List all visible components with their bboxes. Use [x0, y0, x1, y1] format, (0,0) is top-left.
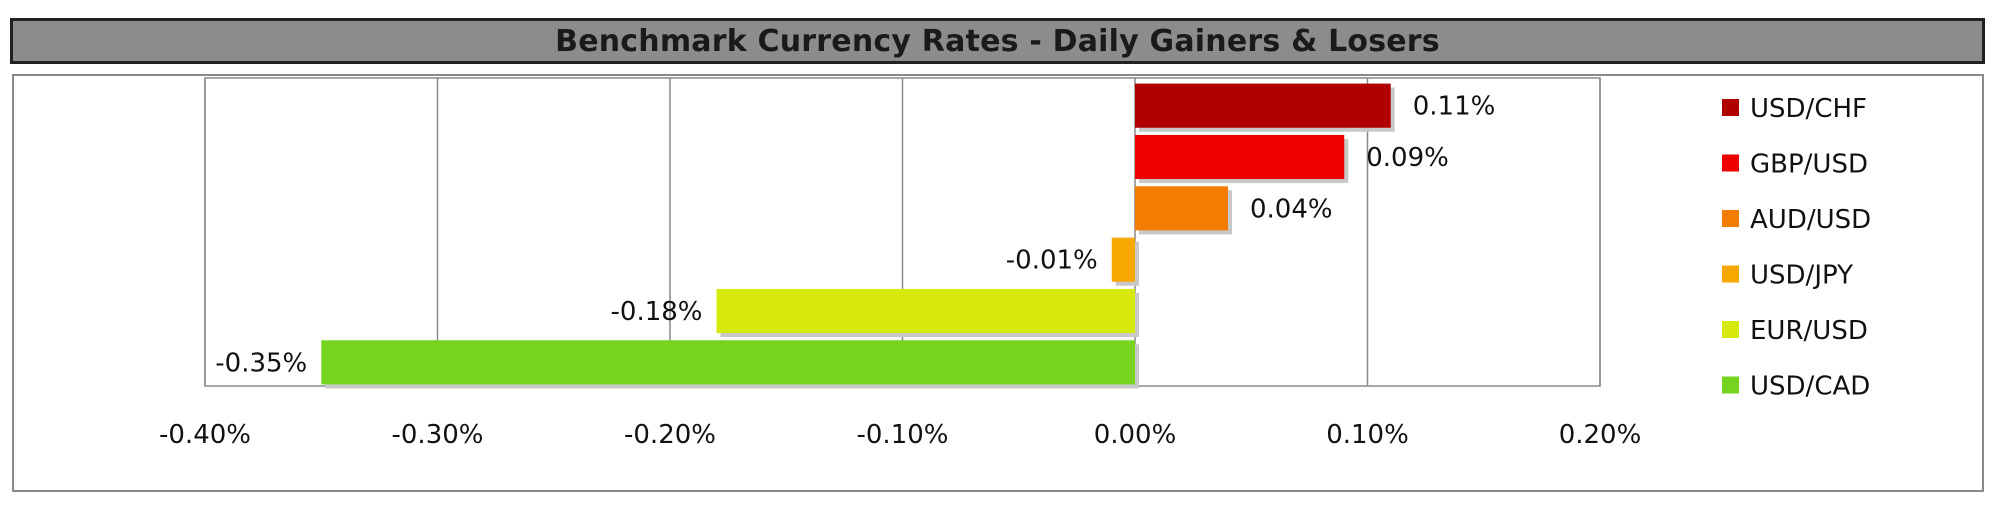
legend-swatch	[1722, 210, 1739, 227]
chart-title: Benchmark Currency Rates - Daily Gainers…	[555, 23, 1440, 59]
bar-aud-usd	[1135, 186, 1228, 231]
x-tick-label: -0.20%	[624, 420, 716, 450]
x-axis-ticks: -0.40% -0.30% -0.20% -0.10% 0.00% 0.10% 0.20%	[159, 420, 1641, 450]
legend-label: USD/JPY	[1750, 261, 1853, 291]
legend-swatch	[1722, 154, 1739, 172]
x-tick-label: -0.10%	[857, 420, 949, 450]
data-label: -0.01%	[1006, 246, 1098, 276]
x-tick-label: 0.10%	[1326, 420, 1409, 450]
bars	[321, 83, 1395, 389]
legend-label: AUD/USD	[1750, 205, 1871, 235]
legend-label: GBP/USD	[1750, 150, 1868, 180]
x-tick-label: -0.30%	[392, 420, 484, 450]
bar-gbp-usd	[1135, 134, 1345, 180]
data-label: 0.04%	[1250, 194, 1333, 224]
legend-label: EUR/USD	[1750, 316, 1868, 346]
legend: USD/CHF GBP/USD AUD/USD USD/JPY EUR/USD USD/C…	[1722, 94, 1871, 402]
data-labels: 0.11% 0.09% 0.04% -0.01% -0.18% -0.35%	[215, 92, 1495, 379]
x-tick-label: 0.20%	[1559, 420, 1642, 450]
legend-label: USD/CHF	[1750, 94, 1867, 124]
bar-usd-cad	[321, 340, 1135, 385]
data-label: 0.11%	[1413, 92, 1496, 122]
legend-swatch	[1722, 265, 1739, 283]
bar-eur-usd	[716, 288, 1135, 334]
legend-swatch	[1722, 99, 1739, 116]
x-tick-label: -0.40%	[159, 420, 251, 450]
x-tick-label: 0.00%	[1094, 420, 1177, 450]
data-label: -0.35%	[215, 348, 307, 378]
chart-frame	[12, 74, 1984, 492]
bar-usd-chf	[1135, 83, 1391, 128]
data-label: -0.18%	[611, 297, 703, 327]
legend-swatch	[1722, 376, 1739, 394]
bar-usd-jpy	[1111, 237, 1135, 282]
legend-label: USD/CAD	[1750, 372, 1870, 402]
data-label: 0.09%	[1366, 143, 1449, 173]
chart-title-bar: Benchmark Currency Rates - Daily Gainers…	[10, 18, 1985, 64]
legend-swatch	[1722, 321, 1739, 338]
